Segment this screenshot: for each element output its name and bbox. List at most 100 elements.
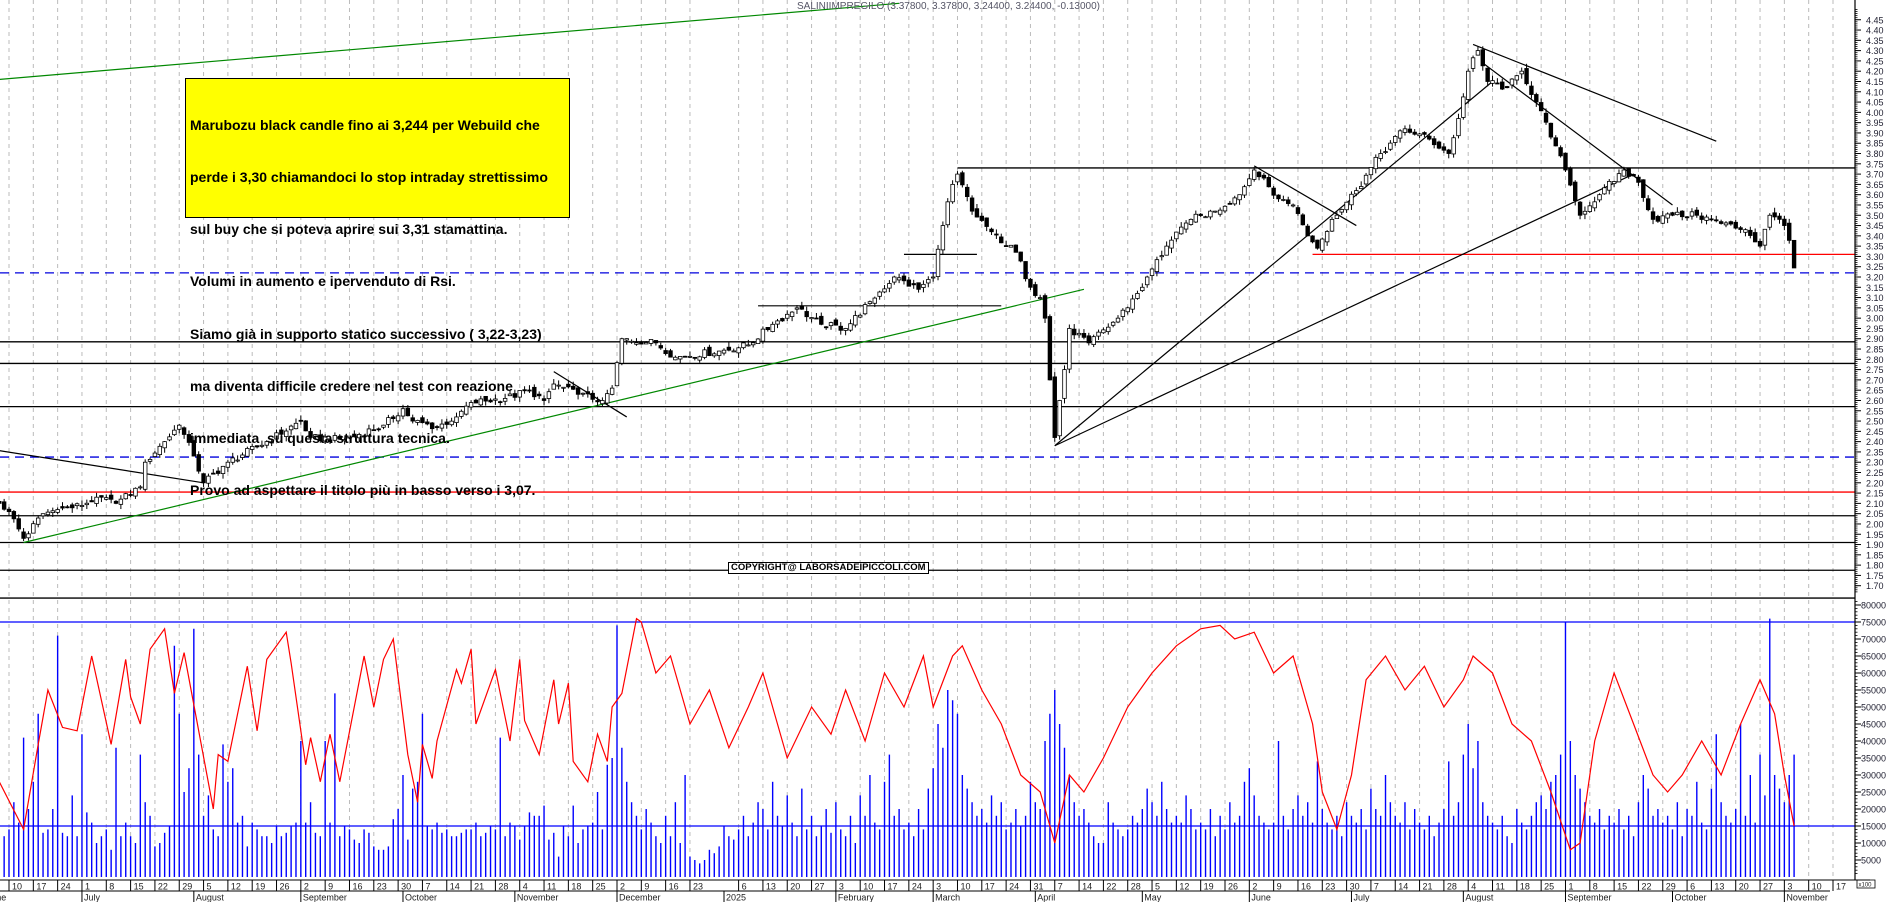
candle <box>1193 210 1199 223</box>
candle <box>128 489 133 498</box>
candle-body <box>770 323 775 332</box>
candle <box>1500 78 1505 91</box>
candle-body <box>1227 202 1233 205</box>
candle-body <box>1179 226 1184 235</box>
candle <box>415 419 420 426</box>
candle-body <box>605 393 610 404</box>
trendline <box>1253 165 1357 227</box>
candle <box>1597 193 1602 203</box>
candle <box>342 437 347 445</box>
candle-body <box>1183 222 1189 230</box>
price-tick-label: 1.95 <box>1866 530 1884 540</box>
candle-body <box>415 419 420 423</box>
candle <box>643 341 649 345</box>
candle-body <box>1256 171 1262 178</box>
week-tick-label: 20 <box>1739 882 1749 892</box>
candle <box>249 443 255 455</box>
month-label: August <box>196 893 225 902</box>
candle <box>814 313 819 320</box>
candle <box>1475 46 1481 56</box>
candle <box>1154 256 1160 277</box>
candle <box>425 418 430 426</box>
candle <box>566 379 571 389</box>
candle-body <box>269 441 274 444</box>
candle-body <box>887 283 892 289</box>
price-tick-label: 4.10 <box>1866 87 1884 97</box>
candle <box>614 361 620 387</box>
candle-body <box>1655 216 1661 222</box>
candle-body <box>1675 211 1680 216</box>
candle <box>1607 179 1612 195</box>
candle <box>118 495 124 510</box>
candle <box>108 490 114 504</box>
price-tick-label: 1.70 <box>1866 581 1884 591</box>
candle <box>1208 209 1213 220</box>
candle <box>1120 308 1126 321</box>
candle <box>1767 213 1772 231</box>
candle-body <box>332 435 338 441</box>
week-tick-label: 22 <box>1106 882 1116 892</box>
candle-body <box>1261 174 1267 179</box>
candle-body <box>493 398 498 401</box>
week-tick-label: 3 <box>936 882 941 892</box>
candle-body <box>206 475 211 484</box>
trendlines <box>0 2 1717 544</box>
candle <box>133 487 138 499</box>
candle-body <box>1417 133 1422 137</box>
month-label: November <box>1786 893 1828 902</box>
candle-body <box>1203 216 1208 219</box>
volume-tick-label: 65000 <box>1861 652 1886 662</box>
candle <box>600 397 605 407</box>
candle <box>960 170 965 188</box>
week-tick-label: 6 <box>742 882 747 892</box>
candle-body <box>1791 239 1797 269</box>
price-tick-label: 2.65 <box>1866 386 1884 396</box>
month-label: May <box>1144 893 1162 902</box>
candle <box>639 340 644 345</box>
price-tick-label: 1.85 <box>1866 550 1884 560</box>
candle-body <box>1602 187 1607 195</box>
candle <box>113 500 119 505</box>
candle <box>1320 237 1325 253</box>
candle-body <box>1607 180 1612 191</box>
candle <box>1315 239 1320 250</box>
candle-body <box>702 349 707 358</box>
price-tick-label: 2.35 <box>1866 447 1884 457</box>
candle <box>1514 75 1520 85</box>
candle <box>473 398 479 404</box>
candle <box>862 302 868 316</box>
candle-body <box>464 405 469 415</box>
price-tick-label: 3.15 <box>1866 283 1884 293</box>
candle-body <box>1407 128 1413 133</box>
week-tick-label: 27 <box>1763 882 1773 892</box>
candle-body <box>1076 332 1082 336</box>
candle-body <box>1154 259 1160 272</box>
candle-body <box>595 400 600 403</box>
candle-body <box>1208 210 1213 218</box>
candle <box>541 395 547 406</box>
week-tick-label: 19 <box>1204 882 1214 892</box>
candle-body <box>527 389 532 392</box>
candle-body <box>1276 194 1281 200</box>
candle-body <box>507 393 513 397</box>
candle <box>979 212 984 222</box>
candle <box>1373 154 1378 174</box>
candle-body <box>55 509 60 513</box>
candle <box>1023 261 1028 282</box>
candle <box>736 346 741 358</box>
candle-body <box>26 533 31 539</box>
candle-body <box>984 217 989 227</box>
candle <box>0 500 2 504</box>
candle-body <box>648 339 654 344</box>
price-tick-label: 4.45 <box>1866 15 1884 25</box>
candle <box>994 229 999 239</box>
candle <box>678 356 683 364</box>
price-tick-label: 1.90 <box>1866 540 1884 550</box>
candle-body <box>1378 153 1383 159</box>
candle <box>1018 251 1023 263</box>
candle <box>1271 186 1276 200</box>
candle-body <box>288 425 294 431</box>
candle <box>653 340 659 346</box>
candle <box>459 409 464 419</box>
